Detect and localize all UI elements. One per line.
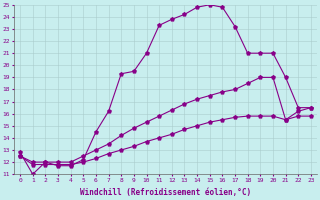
X-axis label: Windchill (Refroidissement éolien,°C): Windchill (Refroidissement éolien,°C)	[80, 188, 251, 197]
